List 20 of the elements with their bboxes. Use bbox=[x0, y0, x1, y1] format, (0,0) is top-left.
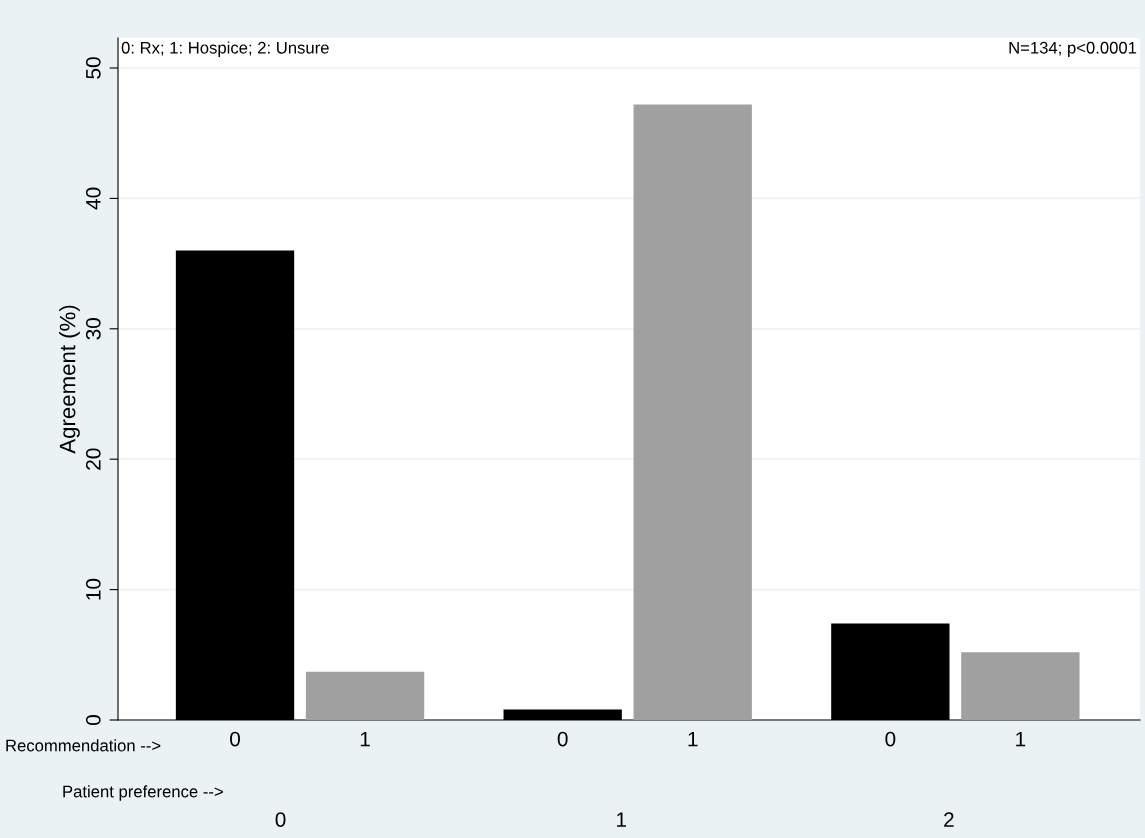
y-tick-label: 10 bbox=[85, 578, 101, 600]
y-tick-label: 40 bbox=[85, 187, 101, 210]
y-tick-label: 0 bbox=[85, 715, 101, 725]
x-tick-label: 0 bbox=[230, 731, 240, 747]
y-axis-title: Agreement (%) bbox=[59, 305, 80, 454]
text: 1 bbox=[616, 812, 626, 827]
y-tick-label: 30 bbox=[85, 318, 101, 340]
annotation: 0: Rx; 1: Hospice; 2: Unsure bbox=[121, 41, 329, 57]
x-tick-label: 0 bbox=[557, 731, 568, 747]
x-tick-label: 1 bbox=[688, 731, 698, 747]
text: Recommendation --> bbox=[6, 739, 161, 752]
y-tick-label: 20 bbox=[85, 448, 101, 470]
annotation: N=134; p<0.0001 bbox=[1009, 41, 1137, 57]
text: Patient preference --> bbox=[63, 785, 223, 801]
text: 0 bbox=[275, 812, 286, 827]
x-tick-label: 1 bbox=[360, 731, 370, 747]
y-tick-label: 50 bbox=[85, 57, 101, 79]
x-tick-label: 1 bbox=[1016, 731, 1026, 747]
x-tick-label: 0 bbox=[885, 731, 896, 747]
text: 2 bbox=[944, 812, 954, 827]
